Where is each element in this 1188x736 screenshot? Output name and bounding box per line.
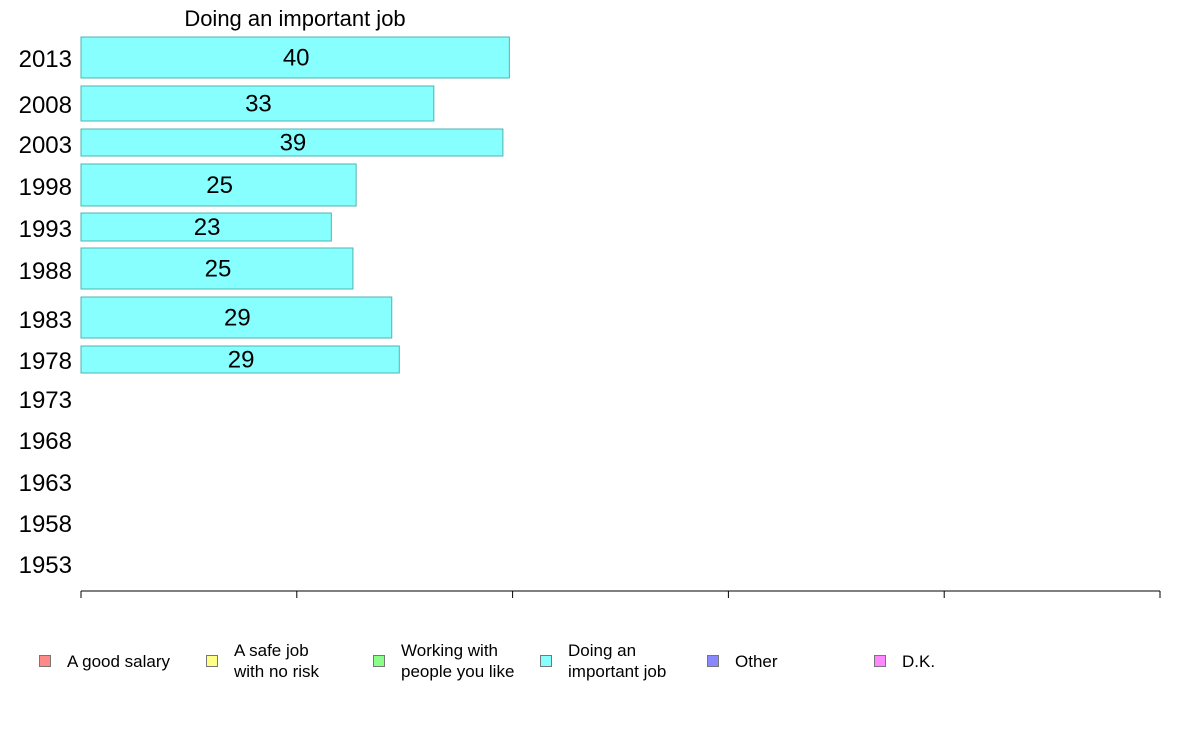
bar-1978 xyxy=(80,345,400,374)
bar-1988 xyxy=(80,247,354,290)
y-tick-label-1998: 1998 xyxy=(19,174,72,201)
y-tick-label-1968: 1968 xyxy=(19,428,72,455)
bar-1998 xyxy=(80,163,357,207)
bar-1993 xyxy=(80,212,332,242)
y-tick-label-1973: 1973 xyxy=(19,387,72,414)
legend-label: Doing an important job xyxy=(568,641,667,681)
bars-group: 40 33 39 25 23 25 29 29 xyxy=(80,36,510,374)
y-tick-label-1963: 1963 xyxy=(19,470,72,497)
data-label-2008: 33 xyxy=(245,91,272,118)
y-tick-label-1988: 1988 xyxy=(19,258,72,285)
legend-item: A good salary xyxy=(39,636,170,686)
y-axis-labels: 2013 2008 2003 1998 1993 1988 1983 1978 1973 1968… xyxy=(19,46,72,579)
y-tick-label-1993: 1993 xyxy=(19,216,72,243)
legend-item: A safe job with no risk xyxy=(206,636,319,686)
y-tick-label-1953: 1953 xyxy=(19,552,72,579)
chart-title: Doing an important job xyxy=(184,6,405,31)
data-label-2003: 39 xyxy=(280,130,307,157)
y-tick-label-1958: 1958 xyxy=(19,511,72,538)
legend-swatch xyxy=(39,655,51,667)
legend-label: A safe job with no risk xyxy=(234,641,320,681)
legend-swatch xyxy=(874,655,886,667)
data-label-1978: 29 xyxy=(228,347,255,374)
data-label-1988: 25 xyxy=(205,256,232,283)
y-tick-label-1983: 1983 xyxy=(19,307,72,334)
x-axis: 020406080100 xyxy=(80,590,1161,598)
y-tick-label-2013: 2013 xyxy=(19,46,72,73)
legend-item: D.K. xyxy=(874,636,935,686)
bar-2013 xyxy=(80,36,510,79)
y-tick-label-2008: 2008 xyxy=(19,92,72,119)
data-label-1998: 25 xyxy=(206,172,233,199)
bar-2008 xyxy=(80,85,435,122)
legend-label: D.K. xyxy=(902,651,936,671)
legend-item: Doing an important job xyxy=(540,636,666,686)
bar-1983 xyxy=(80,296,393,339)
legend: A good salary A safe job with no risk Work… xyxy=(0,636,1188,696)
y-tick-label-2003: 2003 xyxy=(19,132,72,159)
legend-swatch xyxy=(206,655,218,667)
data-label-1983: 29 xyxy=(224,305,251,332)
bar-chart: Doing an important job 4033392523252929 … xyxy=(19,6,1161,598)
legend-label: A good salary xyxy=(67,651,171,671)
legend-label: Other xyxy=(735,651,778,671)
y-tick-label-1978: 1978 xyxy=(19,348,72,375)
data-label-1993: 23 xyxy=(194,214,221,241)
legend-item: Working with people you like xyxy=(373,636,514,686)
legend-swatch xyxy=(540,655,552,667)
legend-swatch xyxy=(373,655,385,667)
data-label-2013: 40 xyxy=(283,45,310,72)
legend-label: Working with people you like xyxy=(401,641,515,681)
legend-item: Other xyxy=(707,636,778,686)
legend-swatch xyxy=(707,655,719,667)
bar-2003 xyxy=(80,128,504,157)
